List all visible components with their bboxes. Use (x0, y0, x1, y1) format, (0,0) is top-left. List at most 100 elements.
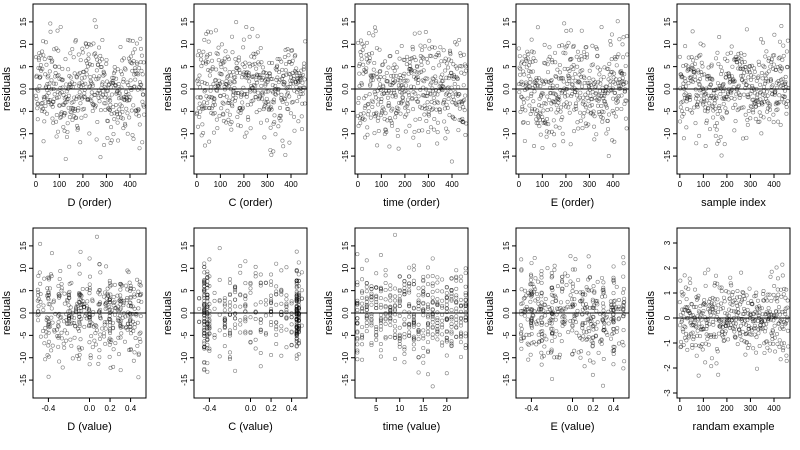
data-point (400, 95, 405, 100)
data-point (586, 335, 591, 340)
data-point (743, 78, 748, 83)
data-point (417, 30, 422, 35)
data-point (87, 323, 92, 328)
y-tick-label: 5 (19, 64, 28, 69)
data-point (428, 82, 433, 87)
data-point (97, 336, 102, 341)
data-point (370, 105, 375, 110)
data-point (269, 319, 274, 324)
data-point (296, 313, 301, 318)
data-point (519, 338, 524, 343)
data-point (38, 292, 43, 297)
data-point (410, 44, 415, 49)
data-point (726, 337, 731, 342)
data-point (559, 43, 564, 48)
data-point (203, 88, 208, 93)
data-point (718, 307, 723, 312)
data-point (580, 68, 585, 73)
data-point (592, 114, 597, 119)
data-point (300, 72, 305, 77)
data-point (786, 344, 791, 349)
data-point (702, 271, 707, 276)
data-point (100, 80, 105, 85)
data-point (552, 100, 557, 105)
data-point (77, 347, 82, 352)
data-point (570, 288, 575, 293)
data-point (449, 308, 454, 313)
data-point (445, 129, 450, 134)
data-point (418, 43, 423, 48)
data-point (360, 48, 365, 53)
data-point (279, 59, 284, 64)
data-point (372, 25, 377, 30)
data-point (435, 318, 440, 323)
data-point (198, 95, 203, 100)
data-point (780, 262, 785, 267)
data-point (105, 136, 110, 141)
x-tick-label: 0.0 (245, 404, 257, 413)
data-point (738, 93, 743, 98)
data-point (138, 36, 143, 41)
data-point (88, 84, 93, 89)
data-point (378, 74, 383, 79)
data-point (462, 108, 467, 113)
data-point (679, 339, 684, 344)
data-point (115, 318, 120, 323)
data-point (757, 304, 762, 309)
data-point (363, 135, 368, 140)
data-point (269, 272, 274, 277)
data-point (84, 44, 89, 49)
data-point (561, 139, 566, 144)
data-point (138, 339, 143, 344)
data-point (92, 338, 97, 343)
data-point (269, 293, 274, 298)
data-point (449, 276, 454, 281)
data-point (271, 121, 276, 126)
data-point (258, 329, 263, 334)
data-point (138, 330, 143, 335)
data-point (388, 316, 393, 321)
data-point (416, 332, 421, 337)
data-point (715, 112, 720, 117)
data-point (238, 94, 243, 99)
data-point (775, 299, 780, 304)
data-point (222, 56, 227, 61)
data-point (248, 290, 253, 295)
data-point (767, 348, 772, 353)
data-point (590, 372, 595, 377)
data-point (778, 357, 783, 362)
data-point (360, 357, 365, 362)
data-point (519, 301, 524, 306)
data-point (128, 287, 133, 292)
data-point (529, 318, 534, 323)
data-point (684, 297, 689, 302)
data-point (282, 80, 287, 85)
data-point (777, 344, 782, 349)
data-point (102, 72, 107, 77)
data-point (531, 50, 536, 55)
data-point (566, 105, 571, 110)
data-point (124, 298, 129, 303)
data-point (765, 298, 770, 303)
data-point (741, 105, 746, 110)
data-point (737, 56, 742, 61)
data-point (737, 294, 742, 299)
y-tick-label: -15 (19, 374, 28, 386)
data-point (46, 97, 51, 102)
data-point (614, 329, 619, 334)
data-point (77, 352, 82, 357)
data-point (270, 61, 275, 66)
y-tick-label: 0.0 (341, 83, 350, 95)
data-point (748, 103, 753, 108)
data-point (772, 283, 777, 288)
data-point (268, 125, 273, 130)
y-tick-label: 5 (180, 288, 189, 293)
data-point (251, 75, 256, 80)
data-point (389, 74, 394, 79)
data-point (222, 303, 227, 308)
data-point (574, 106, 579, 111)
data-point (238, 318, 243, 323)
data-point (567, 79, 572, 84)
data-point (84, 58, 89, 63)
data-point (371, 73, 376, 78)
